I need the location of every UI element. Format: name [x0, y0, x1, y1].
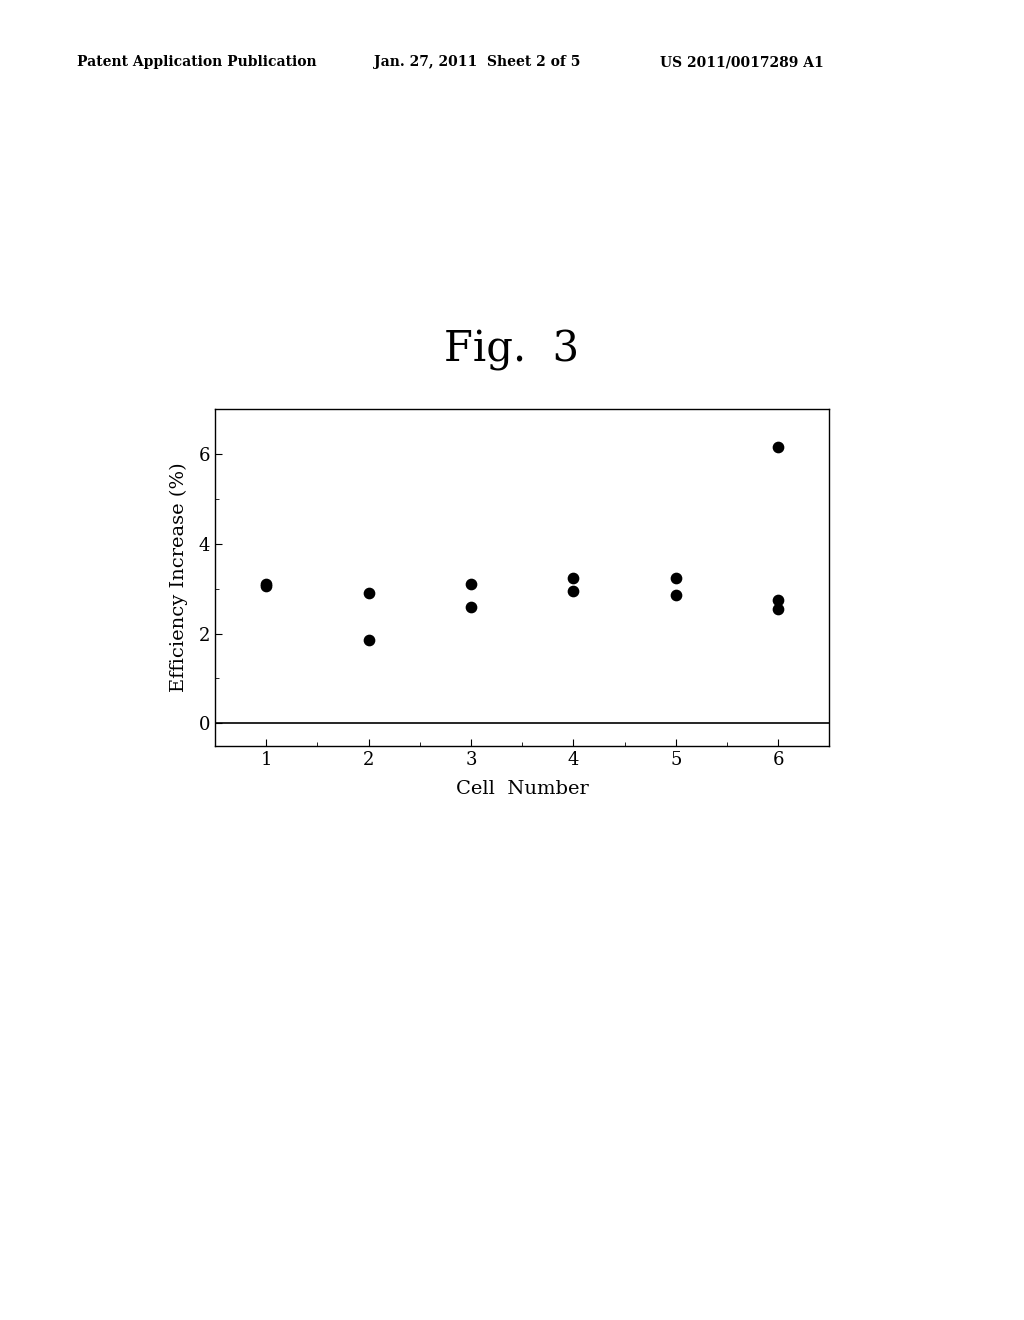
Point — [258, 574, 274, 595]
Point — [463, 597, 479, 618]
Text: US 2011/0017289 A1: US 2011/0017289 A1 — [660, 55, 824, 70]
Point — [258, 576, 274, 597]
Point — [360, 582, 377, 603]
Y-axis label: Efficiency Increase (%): Efficiency Increase (%) — [169, 463, 187, 692]
Text: Jan. 27, 2011  Sheet 2 of 5: Jan. 27, 2011 Sheet 2 of 5 — [374, 55, 581, 70]
Point — [360, 630, 377, 651]
Point — [770, 598, 786, 619]
Text: Patent Application Publication: Patent Application Publication — [77, 55, 316, 70]
Point — [668, 568, 684, 589]
Point — [668, 585, 684, 606]
Point — [565, 581, 582, 602]
Point — [565, 568, 582, 589]
X-axis label: Cell  Number: Cell Number — [456, 780, 589, 797]
Point — [770, 437, 786, 458]
Text: Fig.  3: Fig. 3 — [444, 329, 580, 371]
Point — [463, 574, 479, 595]
Point — [770, 589, 786, 610]
